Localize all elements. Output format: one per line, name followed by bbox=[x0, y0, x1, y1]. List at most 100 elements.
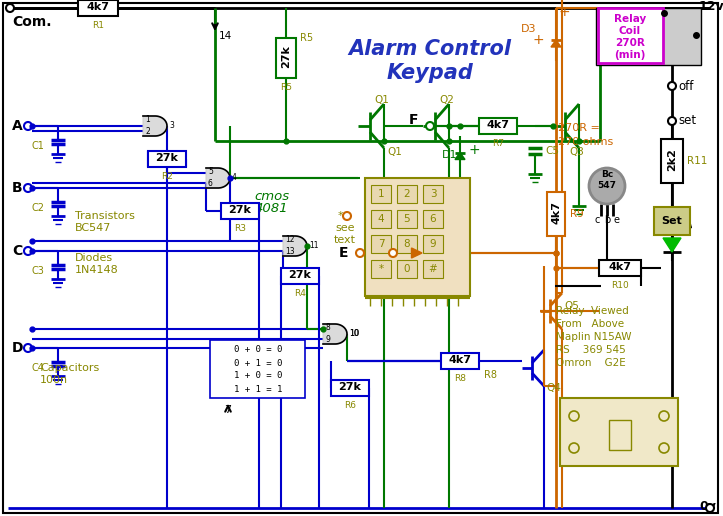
Text: 270R =: 270R = bbox=[558, 123, 600, 133]
Circle shape bbox=[659, 443, 669, 453]
Text: 14: 14 bbox=[219, 31, 232, 41]
Polygon shape bbox=[323, 324, 347, 344]
Text: 6: 6 bbox=[429, 214, 436, 224]
Text: 27k: 27k bbox=[228, 205, 252, 215]
Bar bbox=[281, 268, 319, 284]
Text: off: off bbox=[678, 79, 693, 92]
Bar bbox=[371, 210, 391, 228]
Bar bbox=[547, 192, 565, 236]
Text: Q1: Q1 bbox=[374, 95, 389, 105]
Text: E: E bbox=[369, 240, 379, 254]
Bar bbox=[221, 203, 259, 219]
Text: E: E bbox=[338, 246, 348, 260]
Text: Q3: Q3 bbox=[569, 147, 584, 157]
Circle shape bbox=[356, 249, 364, 257]
Text: R5: R5 bbox=[300, 33, 313, 43]
Text: b: b bbox=[604, 215, 610, 225]
Text: R5: R5 bbox=[280, 83, 292, 92]
Bar bbox=[598, 8, 663, 63]
Bar bbox=[609, 420, 631, 450]
Text: *: * bbox=[338, 211, 347, 221]
Text: 9: 9 bbox=[325, 335, 330, 345]
Text: 4k7: 4k7 bbox=[87, 2, 109, 12]
Text: 0: 0 bbox=[403, 264, 410, 274]
Text: Transistors: Transistors bbox=[75, 211, 135, 221]
Text: C4: C4 bbox=[31, 363, 44, 373]
Text: 3: 3 bbox=[429, 189, 436, 199]
Circle shape bbox=[24, 247, 32, 255]
Text: Q2: Q2 bbox=[439, 95, 454, 105]
Text: Omron    G2E: Omron G2E bbox=[556, 358, 625, 368]
Polygon shape bbox=[411, 248, 422, 258]
Circle shape bbox=[706, 504, 714, 512]
Text: Com.: Com. bbox=[12, 15, 51, 29]
Text: 1 + 0 = 0: 1 + 0 = 0 bbox=[234, 372, 282, 380]
Text: Q5: Q5 bbox=[564, 301, 579, 311]
Text: text: text bbox=[334, 235, 356, 245]
Text: 4k7: 4k7 bbox=[609, 262, 631, 272]
Text: 4: 4 bbox=[377, 214, 385, 224]
Text: 27k: 27k bbox=[155, 153, 179, 163]
Text: Coil: Coil bbox=[619, 26, 641, 36]
Text: #: # bbox=[429, 264, 437, 274]
Bar bbox=[371, 185, 391, 203]
Bar bbox=[599, 260, 641, 276]
Circle shape bbox=[24, 184, 32, 192]
Text: 11: 11 bbox=[309, 241, 319, 250]
Text: 7: 7 bbox=[377, 239, 385, 249]
Bar bbox=[397, 260, 417, 278]
Text: 270R: 270R bbox=[615, 38, 645, 48]
Text: 10: 10 bbox=[349, 330, 359, 338]
Text: 1N4148: 1N4148 bbox=[75, 265, 119, 275]
Text: C: C bbox=[12, 244, 22, 258]
Text: +: + bbox=[559, 5, 570, 19]
Text: B: B bbox=[12, 181, 22, 195]
Bar bbox=[423, 185, 443, 203]
Bar bbox=[276, 38, 296, 78]
Circle shape bbox=[24, 344, 32, 352]
Text: 2: 2 bbox=[403, 189, 411, 199]
Bar bbox=[560, 398, 678, 466]
Polygon shape bbox=[663, 238, 681, 252]
Text: D1: D1 bbox=[442, 150, 457, 160]
Text: Capacitors: Capacitors bbox=[40, 363, 99, 373]
Bar bbox=[78, 0, 118, 16]
Text: Set: Set bbox=[662, 216, 683, 226]
Text: Alarm Control
Keypad: Alarm Control Keypad bbox=[348, 39, 511, 83]
Text: 5: 5 bbox=[208, 168, 213, 176]
Bar bbox=[365, 178, 470, 296]
Text: C1: C1 bbox=[31, 141, 44, 151]
Text: 4k7: 4k7 bbox=[551, 202, 561, 224]
Text: 13: 13 bbox=[285, 248, 295, 256]
Bar bbox=[210, 340, 305, 398]
Text: e: e bbox=[614, 215, 620, 225]
Bar bbox=[397, 185, 417, 203]
Bar bbox=[479, 118, 517, 134]
Text: R11: R11 bbox=[687, 156, 707, 166]
Circle shape bbox=[24, 122, 32, 130]
Text: Relay  Viewed: Relay Viewed bbox=[556, 306, 629, 316]
Text: 27k: 27k bbox=[281, 45, 291, 69]
Text: 4: 4 bbox=[232, 173, 237, 183]
Bar bbox=[596, 8, 701, 65]
Text: R4: R4 bbox=[294, 289, 306, 298]
Text: 270 ohms: 270 ohms bbox=[558, 137, 613, 147]
Text: R7: R7 bbox=[492, 139, 504, 148]
Text: D3: D3 bbox=[521, 24, 536, 35]
Polygon shape bbox=[143, 116, 167, 136]
Bar bbox=[371, 235, 391, 253]
Bar bbox=[423, 260, 443, 278]
Text: 8: 8 bbox=[325, 324, 330, 332]
Text: 10: 10 bbox=[349, 330, 359, 338]
Text: Bc
547: Bc 547 bbox=[597, 170, 617, 190]
Circle shape bbox=[426, 122, 434, 130]
Polygon shape bbox=[551, 40, 561, 47]
Text: R3: R3 bbox=[234, 224, 246, 233]
Text: R9: R9 bbox=[570, 209, 583, 219]
Circle shape bbox=[569, 411, 579, 421]
Bar bbox=[441, 353, 479, 369]
Text: RS    369 545: RS 369 545 bbox=[556, 345, 625, 355]
Bar bbox=[331, 380, 369, 396]
Text: Relay: Relay bbox=[614, 14, 646, 24]
Text: see: see bbox=[335, 223, 355, 233]
